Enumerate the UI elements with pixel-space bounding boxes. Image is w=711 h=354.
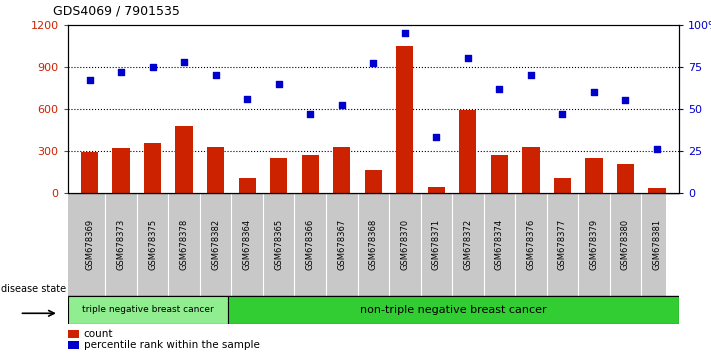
Text: GSM678370: GSM678370 <box>400 219 410 270</box>
Bar <box>365 170 382 193</box>
Point <box>84 78 95 83</box>
Point <box>273 81 284 86</box>
Bar <box>333 147 351 193</box>
Bar <box>396 46 414 193</box>
Point <box>178 59 190 64</box>
Point <box>336 103 348 108</box>
Text: GSM678380: GSM678380 <box>621 219 630 270</box>
Point <box>588 89 599 95</box>
Text: percentile rank within the sample: percentile rank within the sample <box>84 340 260 350</box>
Bar <box>228 296 679 324</box>
Bar <box>648 188 665 193</box>
Text: GDS4069 / 7901535: GDS4069 / 7901535 <box>53 5 180 18</box>
Bar <box>68 341 80 349</box>
Point <box>525 72 537 78</box>
Bar <box>112 148 130 193</box>
Bar <box>176 126 193 193</box>
Point <box>462 56 474 61</box>
Text: GSM678374: GSM678374 <box>495 219 504 270</box>
Text: GSM678364: GSM678364 <box>242 219 252 270</box>
Point <box>620 98 631 103</box>
Bar <box>81 152 98 193</box>
Text: GSM678382: GSM678382 <box>211 219 220 270</box>
Bar <box>68 330 80 338</box>
Bar <box>554 178 571 193</box>
Point <box>557 111 568 117</box>
Text: GSM678371: GSM678371 <box>432 219 441 270</box>
Point <box>210 72 221 78</box>
Text: GSM678378: GSM678378 <box>180 219 188 270</box>
Text: GSM678379: GSM678379 <box>589 219 599 270</box>
Text: GSM678381: GSM678381 <box>653 219 661 270</box>
Bar <box>270 158 287 193</box>
Bar <box>459 110 476 193</box>
Point <box>147 64 159 70</box>
Bar <box>207 147 225 193</box>
Point <box>368 61 379 66</box>
Text: GSM678376: GSM678376 <box>526 219 535 270</box>
Point <box>651 147 663 152</box>
Bar <box>585 158 603 193</box>
Text: count: count <box>84 329 113 339</box>
Bar <box>301 155 319 193</box>
Text: GSM678368: GSM678368 <box>369 219 378 270</box>
Text: triple negative breast cancer: triple negative breast cancer <box>82 305 214 314</box>
Bar <box>616 164 634 193</box>
Point <box>493 86 505 92</box>
Text: GSM678367: GSM678367 <box>337 219 346 270</box>
Point <box>242 96 253 102</box>
Bar <box>68 296 228 324</box>
Text: GSM678369: GSM678369 <box>85 219 94 270</box>
Point <box>399 30 410 36</box>
Text: GSM678365: GSM678365 <box>274 219 283 270</box>
Text: GSM678366: GSM678366 <box>306 219 315 270</box>
Bar <box>427 187 445 193</box>
Point <box>304 111 316 117</box>
Text: non-triple negative breast cancer: non-triple negative breast cancer <box>360 305 547 315</box>
Text: GSM678373: GSM678373 <box>117 219 126 270</box>
Text: GSM678377: GSM678377 <box>558 219 567 270</box>
Text: GSM678375: GSM678375 <box>148 219 157 270</box>
Bar <box>144 143 161 193</box>
Bar <box>238 177 256 193</box>
Point <box>431 135 442 140</box>
Text: GSM678372: GSM678372 <box>464 219 472 270</box>
Bar <box>491 155 508 193</box>
Text: disease state: disease state <box>1 284 67 293</box>
Bar <box>522 147 540 193</box>
Point <box>115 69 127 75</box>
